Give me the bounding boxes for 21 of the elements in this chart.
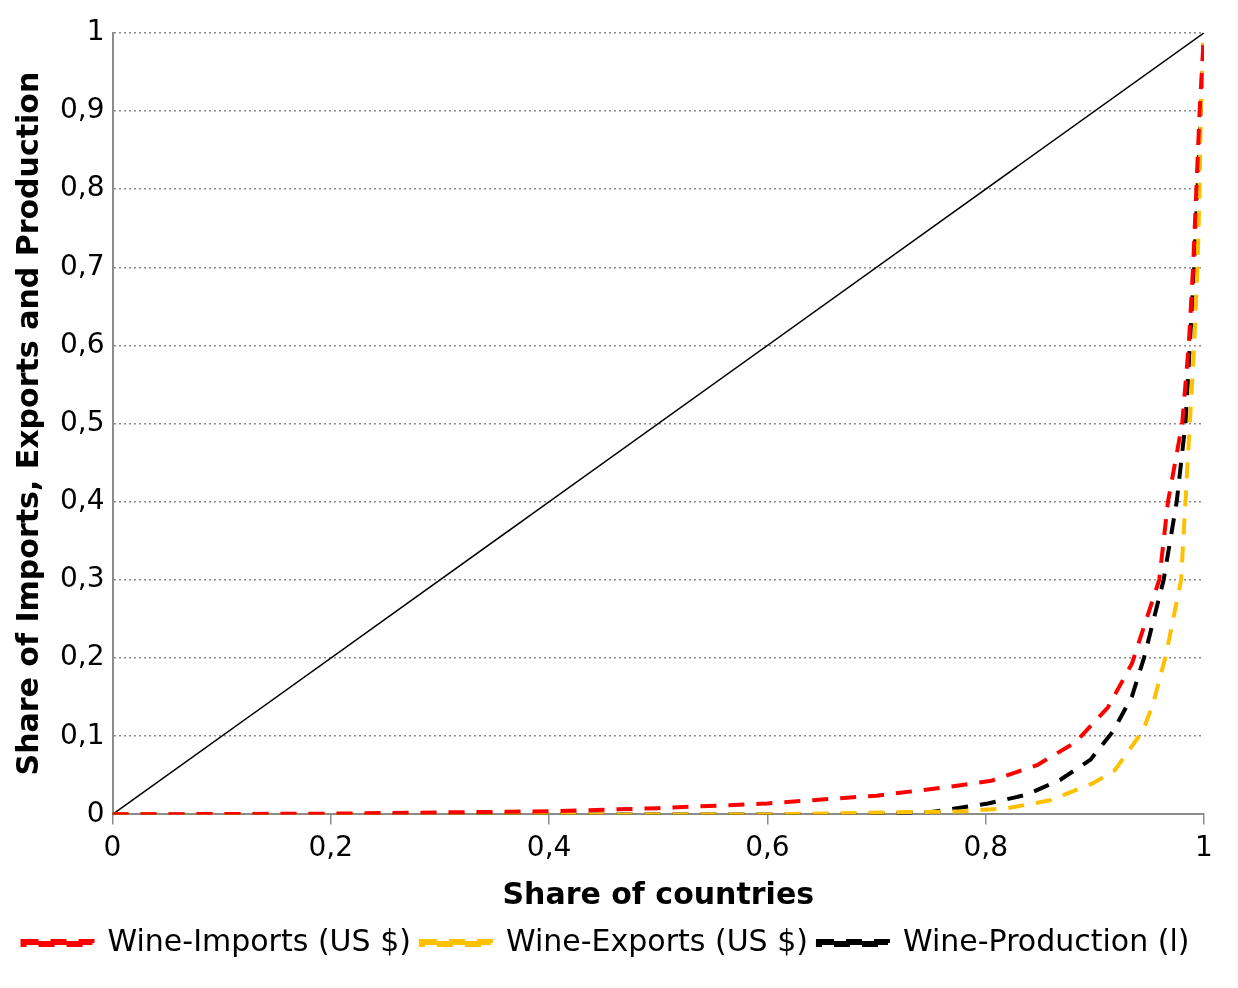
y-tick-label: 0,8 bbox=[60, 170, 105, 204]
y-tick-label: 0,9 bbox=[60, 92, 105, 126]
y-tick-label: 0,3 bbox=[60, 561, 105, 595]
y-tick-label: 1 bbox=[86, 14, 105, 48]
x-tick-label: 0,4 bbox=[526, 830, 572, 864]
y-tick-label: 0 bbox=[86, 795, 105, 829]
y-tick-label: 0,6 bbox=[60, 326, 105, 360]
y-tick-label: 0,4 bbox=[60, 483, 105, 517]
y-axis-title: Share of Imports, Exports and Production bbox=[9, 71, 45, 776]
x-tick-label: 0,6 bbox=[745, 830, 790, 864]
y-tick-label: 0,1 bbox=[60, 717, 105, 751]
x-axis-title: Share of countries bbox=[502, 875, 815, 911]
y-tick-label: 0,5 bbox=[60, 404, 105, 438]
x-tick-label: 0,8 bbox=[963, 830, 1008, 864]
legend-label: Wine-Exports (US $) bbox=[505, 922, 808, 958]
legend-label: Wine-Production (l) bbox=[902, 922, 1190, 958]
legend-label: Wine-Imports (US $) bbox=[107, 922, 411, 958]
x-tick-label: 0,2 bbox=[308, 830, 354, 864]
x-tick-label: 1 bbox=[1195, 830, 1213, 864]
y-tick-label: 0,2 bbox=[60, 639, 105, 673]
y-tick-label: 0,7 bbox=[60, 248, 105, 282]
